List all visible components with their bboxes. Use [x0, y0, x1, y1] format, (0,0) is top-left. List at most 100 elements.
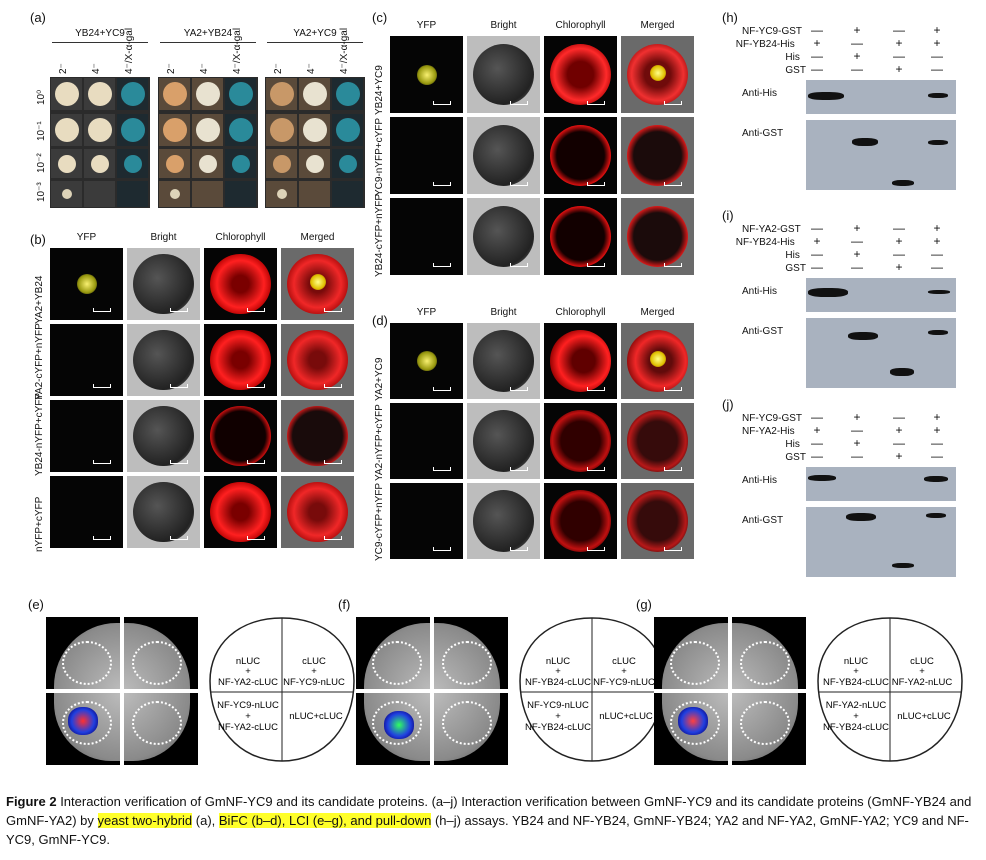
bifc-image	[204, 476, 277, 548]
yeast-group-title: YA2+YB24	[183, 28, 233, 39]
protein-band	[852, 138, 878, 146]
bifc-image	[390, 36, 463, 113]
leaf-photo	[654, 617, 806, 765]
yfp-signal	[416, 64, 437, 85]
diagram-label: NF-YA2-nLUC	[892, 677, 953, 688]
panel-label: (i)	[722, 208, 734, 223]
bifc-image	[50, 476, 123, 548]
bifc-image	[621, 403, 694, 479]
bifc-image	[390, 198, 463, 275]
yeast-colony	[195, 82, 220, 106]
sign-minus: —	[811, 449, 823, 463]
scale-bar	[664, 263, 682, 267]
yeast-cell	[117, 181, 148, 207]
bifc-image	[50, 400, 123, 472]
cell-chlorophyll	[549, 124, 612, 187]
cell-chlorophyll	[549, 490, 612, 552]
leaf-diagram: nLUC+NF-YB24-cLUCcLUC+NF-YC9-nLUCNF-YC9-…	[519, 617, 665, 762]
bifc-column-header: Bright	[490, 20, 517, 31]
diagram-label: NF-YA2-cLUC	[218, 677, 278, 688]
yeast-colony	[269, 118, 294, 142]
scale-bar	[664, 182, 682, 186]
diagram-label: NF-YB24-cLUC	[525, 677, 591, 688]
scale-bar	[170, 536, 188, 540]
pulldown-row-label: His	[785, 250, 800, 261]
sign-minus: —	[893, 247, 905, 261]
sign-minus: —	[851, 36, 863, 50]
bifc-column-header: Chlorophyll	[555, 307, 606, 318]
sign-minus: —	[851, 423, 863, 437]
pulldown-row-label: NF-YC9-GST	[742, 26, 802, 37]
group-underline	[160, 42, 256, 43]
cell-bright	[133, 253, 194, 315]
sign-plus: +	[933, 36, 941, 50]
leaf-photo	[46, 617, 198, 765]
scale-bar	[587, 263, 605, 267]
diagram-label: NF-YC9-nLUC	[217, 700, 279, 711]
yeast-colony	[335, 118, 360, 142]
sign-plus: +	[895, 62, 903, 76]
sign-minus: —	[811, 410, 823, 424]
yeast-cell	[225, 181, 256, 207]
anti-gst-label: Anti-GST	[742, 326, 784, 337]
pulldown-row-label: His	[785, 52, 800, 63]
luminescence-signal	[678, 707, 708, 735]
scale-bar	[433, 547, 451, 551]
scale-bar	[510, 547, 528, 551]
dilution-label: 10⁻¹	[36, 121, 47, 141]
protein-band	[846, 513, 876, 521]
protein-band	[808, 475, 836, 481]
sign-plus: +	[853, 221, 861, 235]
yeast-colony	[87, 82, 112, 106]
sign-minus: —	[811, 436, 823, 450]
yeast-colony	[195, 118, 220, 142]
yeast-colony	[165, 154, 184, 173]
bifc-image	[204, 248, 277, 320]
diagram-label: +	[621, 666, 627, 677]
panel-label: (e)	[28, 597, 44, 612]
sign-minus: —	[931, 49, 943, 63]
diagram-label: NF-YB24-cLUC	[525, 722, 591, 733]
sign-plus: +	[933, 410, 941, 424]
sign-plus: +	[933, 221, 941, 235]
yeast-group-title: YB24+YC9	[75, 28, 125, 39]
pulldown-row-label: GST	[785, 452, 806, 463]
bifc-image	[390, 483, 463, 559]
cell-bright	[133, 405, 194, 467]
cell-chlorophyll	[549, 410, 612, 472]
protein-band	[808, 92, 844, 100]
diagram-label: +	[919, 666, 925, 677]
sign-minus: —	[931, 436, 943, 450]
yeast-cell	[299, 181, 330, 207]
pulldown-row-label: NF-YA2-GST	[742, 224, 801, 235]
yeast-colony	[162, 118, 187, 142]
yeast-colony	[169, 189, 180, 199]
scale-bar	[587, 387, 605, 391]
yeast-colony	[198, 154, 217, 173]
infiltration-circle	[372, 701, 422, 745]
sign-plus: +	[895, 36, 903, 50]
diagram-label: nLUC+cLUC	[289, 711, 343, 722]
sign-minus: —	[811, 49, 823, 63]
diagram-label: +	[853, 711, 859, 722]
sign-plus: +	[895, 234, 903, 248]
bifc-image	[390, 323, 463, 399]
scale-bar	[587, 101, 605, 105]
scale-bar	[587, 547, 605, 551]
scale-bar	[433, 467, 451, 471]
yeast-colony	[231, 154, 250, 173]
diagram-label: nLUC	[236, 656, 260, 667]
pulldown-row-label: NF-YB24-His	[735, 237, 795, 248]
bifc-image	[621, 117, 694, 194]
leaf-diagram: nLUC+NF-YA2-cLUCcLUC+NF-YC9-nLUCNF-YC9-n…	[209, 617, 355, 762]
yeast-colony	[276, 189, 287, 199]
panel-label: (j)	[722, 397, 734, 412]
bifc-image	[621, 483, 694, 559]
infiltration-circle	[740, 641, 790, 685]
scale-bar	[510, 182, 528, 186]
anti-his-label: Anti-His	[742, 286, 778, 297]
diagram-label: +	[311, 666, 317, 677]
sign-minus: —	[931, 260, 943, 274]
bifc-row-label: YB24-cYFP+nYFP	[374, 193, 385, 277]
sign-minus: —	[931, 449, 943, 463]
